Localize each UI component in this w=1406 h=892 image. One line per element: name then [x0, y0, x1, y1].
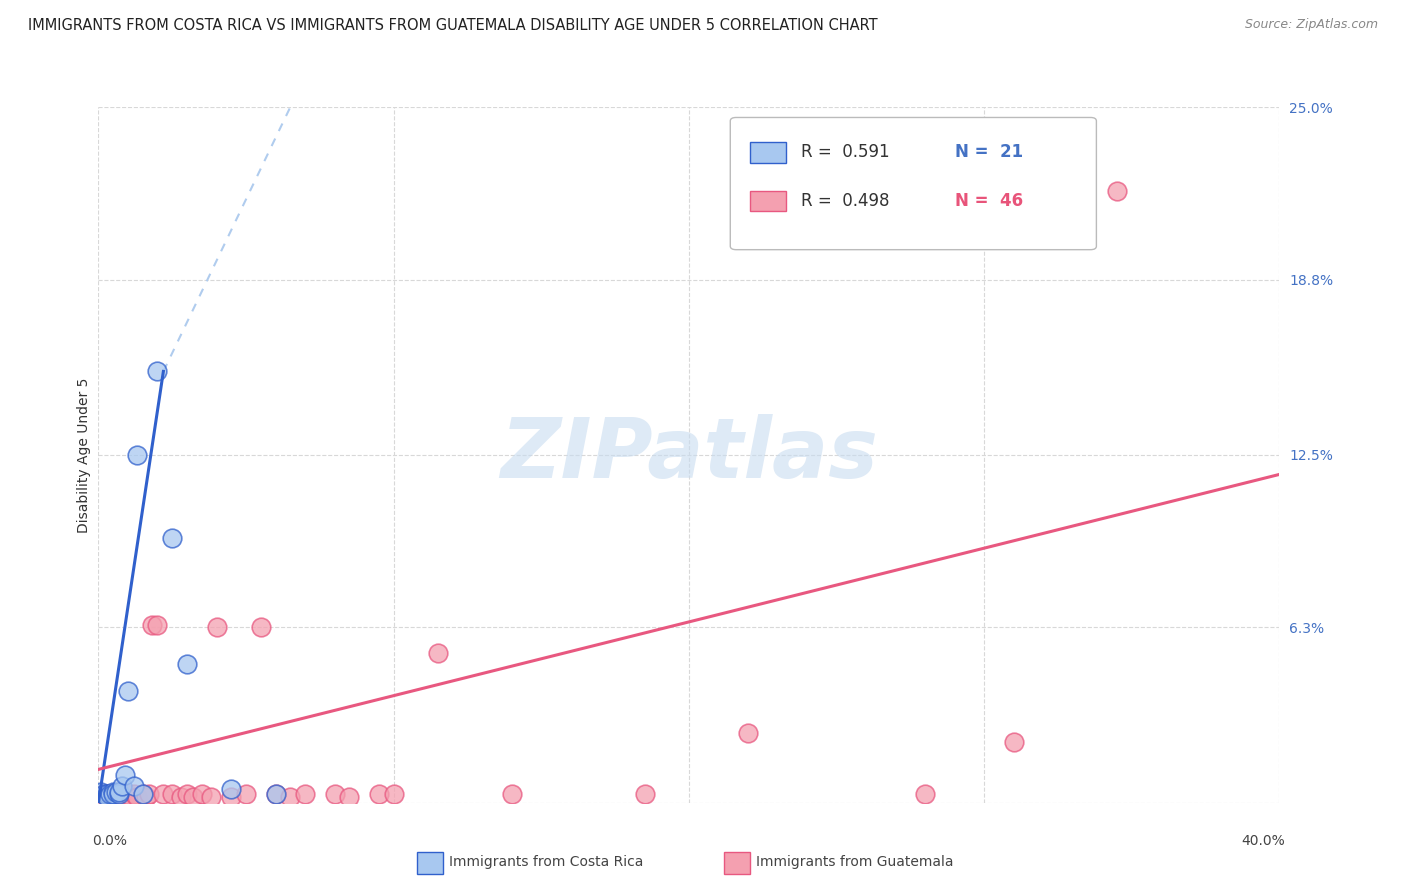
- Point: [138, 788, 160, 802]
- Text: Immigrants from Costa Rica: Immigrants from Costa Rica: [449, 855, 644, 869]
- Text: 0.0%: 0.0%: [93, 834, 128, 848]
- Point: [114, 790, 136, 805]
- Point: [191, 788, 214, 802]
- Text: R =  0.591: R = 0.591: [801, 144, 890, 161]
- Point: [219, 781, 242, 796]
- Text: Source: ZipAtlas.com: Source: ZipAtlas.com: [1244, 18, 1378, 31]
- Point: [120, 790, 142, 805]
- FancyBboxPatch shape: [418, 852, 443, 874]
- Point: [176, 657, 198, 671]
- Point: [235, 788, 257, 802]
- Point: [117, 788, 139, 802]
- Point: [90, 790, 112, 805]
- Point: [96, 790, 118, 805]
- Point: [501, 788, 523, 802]
- Point: [105, 785, 128, 799]
- Y-axis label: Disability Age Under 5: Disability Age Under 5: [77, 377, 91, 533]
- FancyBboxPatch shape: [724, 852, 751, 874]
- Point: [141, 617, 163, 632]
- Point: [1002, 734, 1025, 748]
- Point: [108, 788, 131, 802]
- Point: [162, 788, 183, 802]
- Point: [111, 788, 134, 802]
- Point: [103, 788, 125, 802]
- Point: [382, 788, 405, 802]
- Point: [264, 788, 287, 802]
- Point: [108, 790, 131, 805]
- Point: [427, 646, 450, 660]
- Point: [132, 788, 155, 802]
- Point: [122, 788, 145, 802]
- Point: [294, 788, 316, 802]
- Point: [250, 620, 273, 634]
- Point: [111, 779, 134, 793]
- Point: [103, 790, 125, 805]
- Point: [114, 768, 136, 782]
- Point: [122, 779, 145, 793]
- Point: [98, 788, 121, 802]
- Point: [264, 788, 287, 802]
- Point: [323, 788, 346, 802]
- Point: [914, 788, 936, 802]
- Point: [132, 788, 155, 802]
- Point: [219, 790, 242, 805]
- Point: [200, 790, 222, 805]
- Point: [90, 785, 112, 799]
- Point: [103, 788, 125, 802]
- Point: [737, 726, 759, 740]
- Point: [278, 790, 302, 805]
- Text: Immigrants from Guatemala: Immigrants from Guatemala: [756, 855, 953, 869]
- Text: IMMIGRANTS FROM COSTA RICA VS IMMIGRANTS FROM GUATEMALA DISABILITY AGE UNDER 5 C: IMMIGRANTS FROM COSTA RICA VS IMMIGRANTS…: [28, 18, 877, 33]
- Point: [117, 684, 139, 698]
- Point: [125, 448, 148, 462]
- Point: [205, 620, 228, 634]
- Point: [152, 788, 174, 802]
- Point: [146, 617, 169, 632]
- Text: R =  0.498: R = 0.498: [801, 192, 890, 210]
- Point: [135, 790, 157, 805]
- Point: [93, 788, 115, 802]
- Text: N =  46: N = 46: [955, 192, 1022, 210]
- Point: [176, 788, 198, 802]
- Point: [105, 790, 128, 805]
- Text: 40.0%: 40.0%: [1241, 834, 1285, 848]
- FancyBboxPatch shape: [751, 142, 786, 162]
- Point: [170, 790, 193, 805]
- Point: [96, 790, 118, 805]
- Point: [96, 788, 118, 802]
- Point: [103, 785, 125, 799]
- Point: [125, 790, 148, 805]
- Point: [181, 790, 204, 805]
- FancyBboxPatch shape: [730, 118, 1097, 250]
- Point: [93, 788, 115, 802]
- Point: [368, 788, 391, 802]
- Point: [105, 788, 128, 802]
- Point: [96, 788, 118, 802]
- Point: [339, 790, 360, 805]
- Point: [98, 788, 121, 802]
- FancyBboxPatch shape: [751, 191, 786, 211]
- Point: [162, 532, 183, 546]
- Point: [633, 788, 655, 802]
- Point: [1105, 184, 1128, 198]
- Text: N =  21: N = 21: [955, 144, 1022, 161]
- Point: [108, 785, 131, 799]
- Text: ZIPatlas: ZIPatlas: [501, 415, 877, 495]
- Point: [146, 364, 169, 378]
